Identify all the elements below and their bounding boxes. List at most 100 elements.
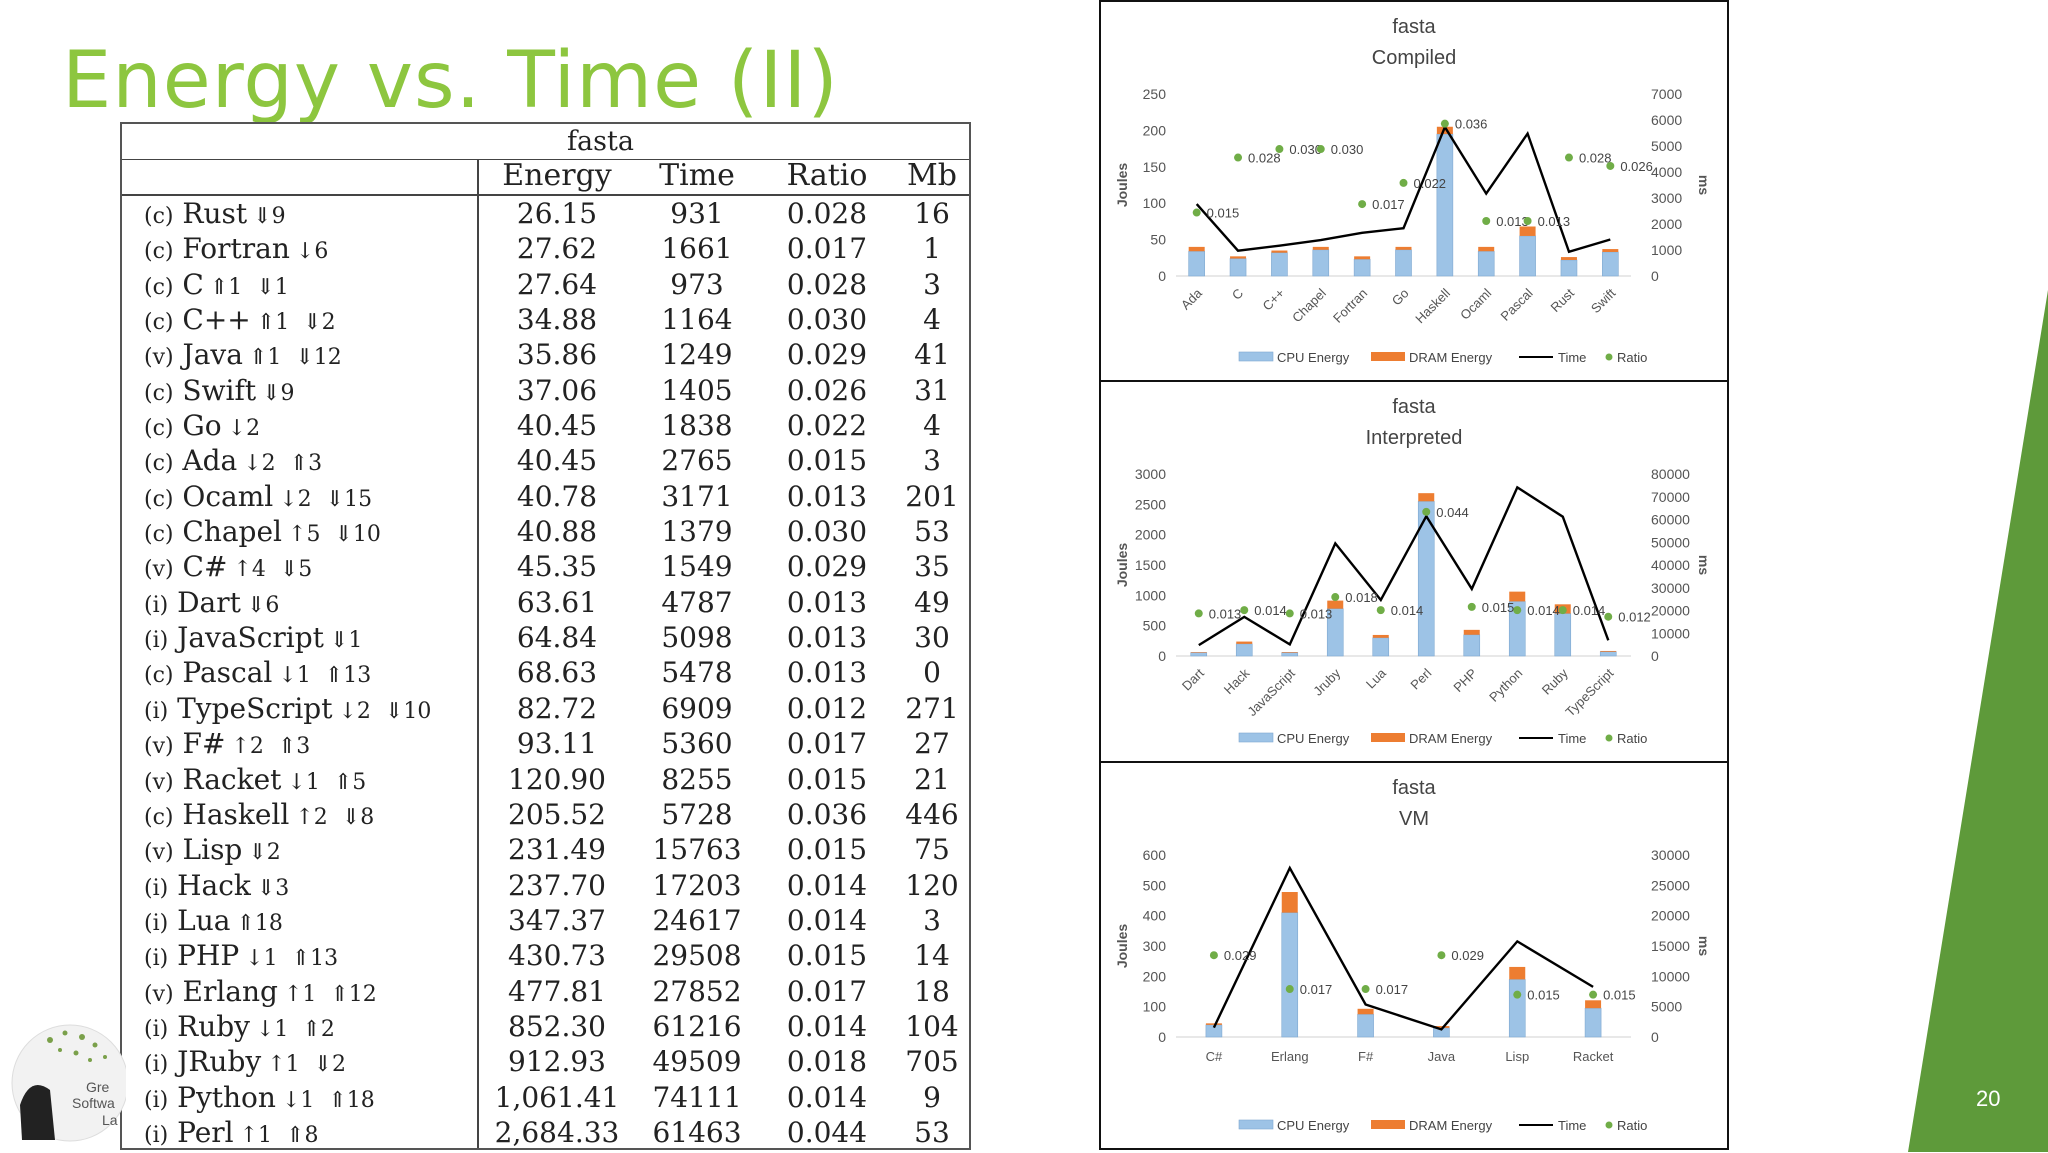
y2-tick-label: 4000 bbox=[1651, 164, 1682, 180]
ratio-value: 0.015 bbox=[786, 833, 868, 867]
rank-change: ⇑1 ⇓12 bbox=[248, 345, 342, 371]
chart-svg: fasta VM 0 100 200 300 400 500 600 0 5000 10000 1500… bbox=[1114, 777, 1712, 1133]
energy-value: 40.78 bbox=[516, 479, 598, 513]
language-type: (c) bbox=[144, 522, 174, 548]
mb-value: 30 bbox=[914, 621, 950, 655]
ratio-value: 0.015 bbox=[786, 939, 868, 973]
cpu-energy-bar bbox=[1353, 258, 1371, 277]
language-cell: (v) Erlang ↑1 ⇑12 bbox=[144, 974, 377, 1012]
y-tick-label: 100 bbox=[1143, 195, 1167, 211]
y2-tick-label: 15000 bbox=[1651, 938, 1690, 954]
language-cell: (i) PHP ↓1 ⇑13 bbox=[144, 938, 338, 976]
legend-ratio-label: Ratio bbox=[1617, 1118, 1647, 1133]
table-row: (c) Ada ↓2 ⇑3 40.45 2765 0.015 3 bbox=[122, 443, 969, 478]
category-label: JavaScript bbox=[1244, 665, 1298, 719]
ratio-label: 0.015 bbox=[1482, 600, 1515, 615]
ratio-value: 0.029 bbox=[786, 550, 868, 584]
cpu-energy-bar bbox=[1235, 643, 1253, 657]
time-value: 17203 bbox=[652, 868, 742, 902]
category-label: Fortran bbox=[1330, 286, 1370, 326]
y2-tick-label: 10000 bbox=[1651, 968, 1690, 984]
language-type: (i) bbox=[144, 1122, 169, 1148]
language-name: Fortran bbox=[182, 232, 290, 266]
dram-energy-bar bbox=[1312, 246, 1329, 250]
y2-tick-label: 70000 bbox=[1651, 489, 1690, 505]
ratio-label: 0.017 bbox=[1376, 982, 1409, 997]
language-type: (v) bbox=[144, 769, 174, 795]
language-cell: (c) Ada ↓2 ⇑3 bbox=[144, 443, 322, 481]
time-value: 27852 bbox=[652, 974, 742, 1008]
y2-tick-label: 20000 bbox=[1651, 908, 1690, 924]
y-tick-label: 100 bbox=[1143, 999, 1167, 1015]
rank-change: ⇑18 bbox=[236, 910, 283, 936]
time-value: 3171 bbox=[661, 479, 733, 513]
ratio-point bbox=[1358, 200, 1367, 209]
table-row: (v) Erlang ↑1 ⇑12 477.81 27852 0.017 18 bbox=[122, 974, 969, 1009]
language-name: Go bbox=[182, 409, 222, 443]
dram-energy-bar bbox=[1357, 1008, 1374, 1015]
y-tick-label: 250 bbox=[1143, 86, 1167, 102]
language-type: (i) bbox=[144, 698, 169, 724]
energy-value: 35.86 bbox=[516, 338, 598, 372]
energy-value: 852.30 bbox=[508, 1009, 606, 1043]
time-value: 1549 bbox=[661, 550, 733, 584]
legend-dram-label: DRAM Energy bbox=[1409, 350, 1493, 365]
table-row: (c) Fortran ↓6 27.62 1661 0.017 1 bbox=[122, 231, 969, 266]
language-type: (i) bbox=[144, 1052, 169, 1078]
category-label: Perl bbox=[1407, 665, 1434, 692]
ratio-point bbox=[1376, 606, 1385, 615]
rank-change: ⇓1 bbox=[329, 628, 363, 654]
language-cell: (v) F# ↑2 ⇑3 bbox=[144, 726, 310, 764]
language-cell: (i) Perl ↑1 ⇑8 bbox=[144, 1115, 318, 1153]
time-value: 15763 bbox=[652, 833, 742, 867]
ratio-value: 0.012 bbox=[786, 691, 868, 725]
table-row: (i) Dart ⇓6 63.61 4787 0.013 49 bbox=[122, 585, 969, 620]
energy-value: 40.88 bbox=[516, 515, 598, 549]
mb-value: 49 bbox=[914, 585, 950, 619]
time-value: 2765 bbox=[661, 444, 733, 478]
ratio-label: 0.013 bbox=[1538, 214, 1571, 229]
category-label: Go bbox=[1389, 286, 1412, 309]
ratio-point bbox=[1422, 507, 1431, 516]
ratio-value: 0.015 bbox=[786, 762, 868, 796]
language-type: (i) bbox=[144, 1016, 169, 1042]
rank-change: ⇑1 ⇓2 bbox=[256, 310, 336, 336]
category-label: Ocaml bbox=[1457, 285, 1494, 322]
ratio-value: 0.028 bbox=[786, 267, 868, 301]
ratio-point bbox=[1513, 990, 1522, 999]
ratio-label: 0.028 bbox=[1248, 151, 1281, 166]
table-row: (i) JRuby ↑1 ⇓2 912.93 49509 0.018 705 bbox=[122, 1044, 969, 1079]
rank-change: ⇑1 ⇓1 bbox=[209, 274, 289, 300]
y2-tick-label: 40000 bbox=[1651, 557, 1690, 573]
cpu-energy-bar bbox=[1463, 634, 1481, 657]
y2-tick-label: 1000 bbox=[1651, 242, 1682, 258]
language-cell: (i) JavaScript ⇓1 bbox=[144, 620, 362, 658]
dram-energy-bar bbox=[1602, 249, 1619, 252]
green-software-lab-logo: Gre Softwa La bbox=[11, 1024, 126, 1142]
mb-value: 18 bbox=[914, 974, 950, 1008]
rank-change: ↓2 ⇓15 bbox=[279, 486, 373, 512]
language-type: (c) bbox=[144, 310, 174, 336]
rank-change: ↓1 ⇑13 bbox=[245, 946, 339, 972]
legend-ratio-swatch bbox=[1605, 734, 1613, 742]
y-tick-label: 2000 bbox=[1135, 527, 1166, 543]
language-cell: (c) C++ ⇑1 ⇓2 bbox=[144, 302, 336, 340]
y-axis-title: Joules bbox=[1114, 924, 1130, 969]
language-name: JRuby bbox=[177, 1045, 262, 1079]
ratio-value: 0.028 bbox=[786, 197, 868, 230]
table-row: (c) Ocaml ↓2 ⇓15 40.78 3171 0.013 201 bbox=[122, 479, 969, 514]
ratio-label: 0.036 bbox=[1455, 117, 1488, 132]
table-row: (c) Swift ⇓9 37.06 1405 0.026 31 bbox=[122, 373, 969, 408]
table-row: (i) Python ↓1 ⇑18 1,061.41 74111 0.014 9 bbox=[122, 1080, 969, 1115]
cpu-energy-bar bbox=[1477, 250, 1495, 277]
ratio-value: 0.036 bbox=[786, 797, 868, 831]
ratio-label: 0.014 bbox=[1527, 603, 1560, 618]
legend-cpu-label: CPU Energy bbox=[1277, 350, 1350, 365]
category-label: Java bbox=[1428, 1049, 1456, 1064]
y2-axis-title: ms bbox=[1696, 936, 1712, 956]
ratio-point bbox=[1192, 208, 1201, 217]
table-row: (c) C ⇑1 ⇓1 27.64 973 0.028 3 bbox=[122, 267, 969, 302]
energy-value: 2,684.33 bbox=[494, 1115, 620, 1149]
time-value: 5098 bbox=[661, 621, 733, 655]
language-cell: (c) Swift ⇓9 bbox=[144, 373, 295, 411]
